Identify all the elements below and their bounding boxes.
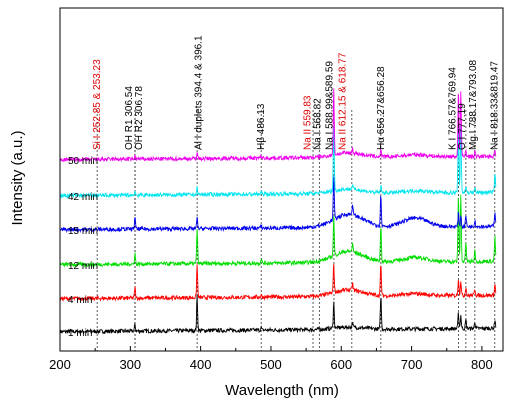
series-labels: 1 min 4 min 12 min 15 min 42 min 50 min xyxy=(68,156,98,339)
series-trace xyxy=(59,126,497,200)
x-tick-label: 800 xyxy=(471,357,493,372)
series-trace xyxy=(59,176,497,234)
series-trace xyxy=(59,294,497,335)
emission-line-label: Na I 818.33&819.47 xyxy=(490,61,501,150)
emission-line-label: Na II 559.83 xyxy=(303,95,314,150)
x-tick-label: 700 xyxy=(401,357,423,372)
emission-line-markers xyxy=(96,110,496,351)
plot-frame xyxy=(59,7,504,352)
emission-line-label: Hβ 486.13 xyxy=(256,103,267,150)
spectrum-traces xyxy=(59,88,497,335)
emission-line-label: Mg I 788.17&793.08 xyxy=(468,59,479,150)
emission-line-label: Hα 656.27&656.28 xyxy=(376,66,387,150)
x-tick-label: 400 xyxy=(190,357,212,372)
emission-line-label: OH R1 306.54 xyxy=(124,86,135,150)
series-trace xyxy=(59,194,497,268)
x-axis-title: Wavelength (nm) xyxy=(225,382,339,399)
emission-line-label: Na I 568.82 xyxy=(312,98,323,150)
series-label: 42 min xyxy=(68,192,98,203)
x-axis-ticks: 200 300 400 500 600 700 800 xyxy=(49,346,493,372)
emission-line-label: O I 777.19 xyxy=(457,103,468,150)
series-trace xyxy=(59,263,497,302)
emission-line-label: Na I 588.99&589.59 xyxy=(324,61,335,150)
x-tick-label: 600 xyxy=(330,357,352,372)
series-label: 4 min xyxy=(68,295,92,306)
emission-line-label: K I 766.57&769.94 xyxy=(447,67,458,150)
emission-line-label: OH R2 306.78 xyxy=(134,86,145,150)
emission-line-label: Al I duplets 394.4 & 396.1 xyxy=(194,35,205,150)
x-tick-label: 200 xyxy=(49,357,71,372)
emission-line-label: Na II 612.15 & 618.77 xyxy=(338,52,349,150)
y-axis-title: Intensity (a.u.) xyxy=(9,130,26,225)
series-label: 12 min xyxy=(68,261,98,272)
emission-line-label: Si I 252.85 & 253.23 xyxy=(92,59,103,150)
series-label: 15 min xyxy=(68,226,98,237)
x-tick-label: 500 xyxy=(260,357,282,372)
series-trace xyxy=(59,88,497,163)
x-tick-label: 300 xyxy=(119,357,141,372)
series-label: 1 min xyxy=(68,328,92,339)
series-label: 50 min xyxy=(68,156,98,167)
